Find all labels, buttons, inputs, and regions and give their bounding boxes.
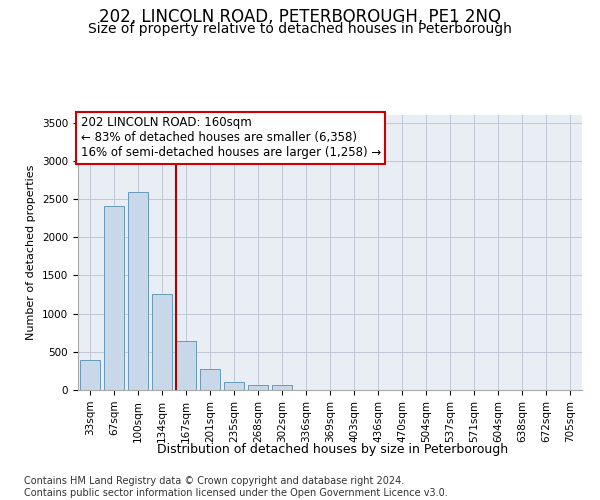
Y-axis label: Number of detached properties: Number of detached properties — [26, 165, 37, 340]
Text: Size of property relative to detached houses in Peterborough: Size of property relative to detached ho… — [88, 22, 512, 36]
Bar — [200, 370, 220, 390]
Text: Contains HM Land Registry data © Crown copyright and database right 2024.
Contai: Contains HM Land Registry data © Crown c… — [24, 476, 448, 498]
Bar — [152, 294, 172, 390]
Text: 202 LINCOLN ROAD: 160sqm
← 83% of detached houses are smaller (6,358)
16% of sem: 202 LINCOLN ROAD: 160sqm ← 83% of detach… — [80, 116, 381, 160]
Bar — [80, 360, 100, 390]
Bar — [224, 382, 244, 390]
Bar — [104, 206, 124, 390]
Bar — [248, 384, 268, 390]
Bar — [272, 386, 292, 390]
Text: 202, LINCOLN ROAD, PETERBOROUGH, PE1 2NQ: 202, LINCOLN ROAD, PETERBOROUGH, PE1 2NQ — [99, 8, 501, 26]
Bar — [176, 341, 196, 390]
Bar — [128, 192, 148, 390]
Text: Distribution of detached houses by size in Peterborough: Distribution of detached houses by size … — [157, 442, 509, 456]
